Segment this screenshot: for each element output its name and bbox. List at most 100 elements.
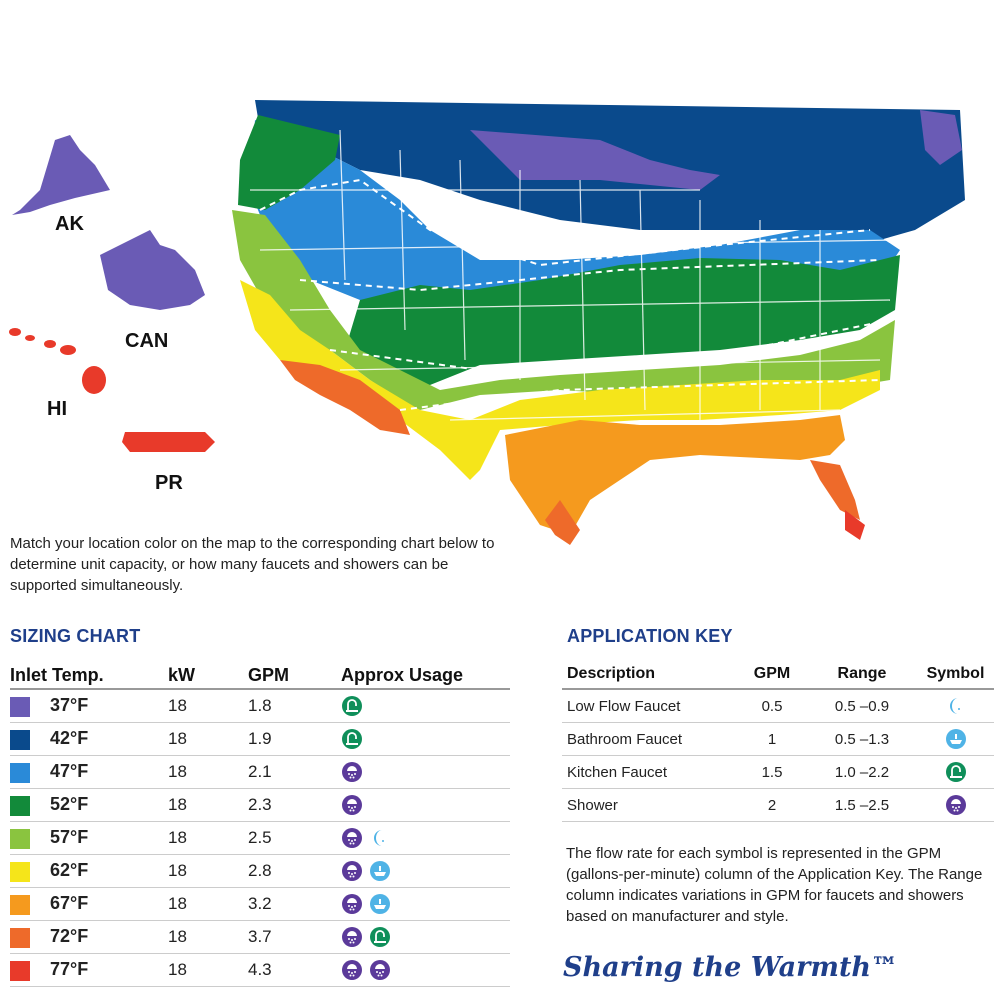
state-borders: [250, 129, 901, 421]
gpm-value: 1.9: [248, 722, 341, 756]
appkey-row: Low Flow Faucet 0.5 0.5 –0.9: [562, 689, 994, 723]
low-flow-faucet-icon: [949, 698, 960, 714]
usage-icon-wrap: [341, 761, 363, 783]
description-cell: Shower: [562, 788, 737, 822]
gpm-value: 2.3: [248, 788, 341, 822]
zone-color-swatch: [10, 960, 30, 981]
shower-icon: [342, 795, 362, 815]
temperature-zone-map: [9, 100, 965, 545]
header-kw: kW: [168, 662, 248, 690]
key-gpm-cell: 2: [737, 788, 807, 822]
sizing-chart-table: Inlet Temp. kW GPM Approx Usage 37°F 18 1.…: [10, 662, 510, 987]
usage-icon-wrap: [369, 893, 391, 915]
sizing-row: 62°F 18 2.8: [10, 854, 510, 888]
description-cell: Kitchen Faucet: [562, 755, 737, 789]
gpm-value: 4.3: [248, 953, 341, 987]
temp-cell: 62°F: [10, 854, 168, 888]
kw-value: 18: [168, 854, 248, 888]
low-flow-faucet-icon: [374, 830, 384, 846]
zone-color-swatch: [10, 696, 30, 717]
usage-icon-wrap: [341, 827, 363, 849]
bathroom-faucet-icon: [945, 729, 966, 749]
puerto-rico-shape: [122, 432, 215, 452]
range-cell: 1.5 –2.5: [807, 788, 917, 822]
usage-icons: [341, 821, 510, 855]
gpm-value: 2.8: [248, 854, 341, 888]
zone-color-swatch: [10, 894, 30, 915]
application-key-title: APPLICATION KEY: [567, 626, 733, 646]
inlet-temp: 72°F: [50, 926, 89, 947]
sizing-row: 57°F 18 2.5: [10, 821, 510, 855]
shower-icon: [342, 960, 362, 980]
header-description: Description: [562, 660, 737, 690]
sizing-row: 47°F 18 2.1: [10, 755, 510, 789]
sizing-row: 77°F 18 4.3: [10, 953, 510, 987]
header-approx-usage: Approx Usage: [341, 662, 510, 690]
application-key-note: The flow rate for each symbol is represe…: [566, 845, 983, 925]
header-key-gpm: GPM: [737, 660, 807, 690]
application-key-table: Description GPM Range Symbol Low Flow Fa…: [562, 660, 994, 822]
temp-cell: 72°F: [10, 920, 168, 954]
kw-value: 18: [168, 920, 248, 954]
header-range: Range: [807, 660, 917, 690]
usage-icon-wrap: [369, 860, 391, 882]
temp-cell: 37°F: [10, 689, 168, 723]
symbol-cell: [917, 755, 994, 789]
temp-cell: 77°F: [10, 953, 168, 987]
usage-icons: [341, 854, 510, 888]
gpm-value: 1.8: [248, 689, 341, 723]
usage-icon-wrap: [341, 728, 363, 750]
zone-boundaries: [259, 178, 891, 411]
usage-icon-wrap: [369, 827, 391, 849]
shower-icon: [945, 795, 966, 815]
alaska-shape: [12, 135, 110, 215]
inlet-temp: 77°F: [50, 959, 89, 980]
usage-icon-wrap: [341, 695, 363, 717]
gpm-value: 3.2: [248, 887, 341, 921]
sizing-header-row: Inlet Temp. kW GPM Approx Usage: [10, 662, 510, 690]
header-symbol: Symbol: [917, 660, 994, 690]
usage-icon-wrap: [369, 959, 391, 981]
zone-color-swatch: [10, 762, 30, 783]
kw-value: 18: [168, 722, 248, 756]
bathroom-faucet-icon: [370, 861, 390, 881]
usage-icon-wrap: [341, 794, 363, 816]
kw-value: 18: [168, 821, 248, 855]
kitchen-faucet-icon: [370, 927, 390, 947]
sizing-row: 67°F 18 3.2: [10, 887, 510, 921]
usage-icons: [341, 689, 510, 723]
inlet-temp: 52°F: [50, 794, 89, 815]
description-cell: Low Flow Faucet: [562, 689, 737, 723]
usa-zones: [232, 100, 965, 545]
usage-icon-wrap: [341, 860, 363, 882]
appkey-row: Shower 2 1.5 –2.5: [562, 788, 994, 822]
intro-text: Match your location color on the map to …: [10, 535, 495, 594]
tagline-logo: Sharing the Warmth™: [563, 952, 899, 983]
bathroom-faucet-icon: [370, 894, 390, 914]
zone-color-swatch: [10, 828, 30, 849]
kw-value: 18: [168, 788, 248, 822]
usage-icons: [341, 887, 510, 921]
sizing-row: 42°F 18 1.9: [10, 722, 510, 756]
alaska-label: AK: [55, 213, 84, 235]
usage-icon-wrap: [341, 893, 363, 915]
range-cell: 0.5 –0.9: [807, 689, 917, 723]
temp-cell: 57°F: [10, 821, 168, 855]
usage-icons: [341, 953, 510, 987]
shower-icon: [342, 828, 362, 848]
sizing-row: 37°F 18 1.8: [10, 689, 510, 723]
kitchen-faucet-icon: [945, 762, 966, 782]
inlet-temp: 62°F: [50, 860, 89, 881]
gpm-value: 2.5: [248, 821, 341, 855]
puerto-rico-label: PR: [155, 472, 183, 494]
kw-value: 18: [168, 755, 248, 789]
canada-label: CAN: [125, 330, 169, 352]
sizing-chart-title: SIZING CHART: [10, 626, 141, 646]
symbol-cell: [917, 788, 994, 822]
kw-value: 18: [168, 689, 248, 723]
usage-icon-wrap: [341, 926, 363, 948]
inlet-temp: 67°F: [50, 893, 89, 914]
sizing-row: 72°F 18 3.7: [10, 920, 510, 954]
hawaii-label: HI: [47, 398, 67, 420]
kitchen-faucet-icon: [342, 696, 362, 716]
